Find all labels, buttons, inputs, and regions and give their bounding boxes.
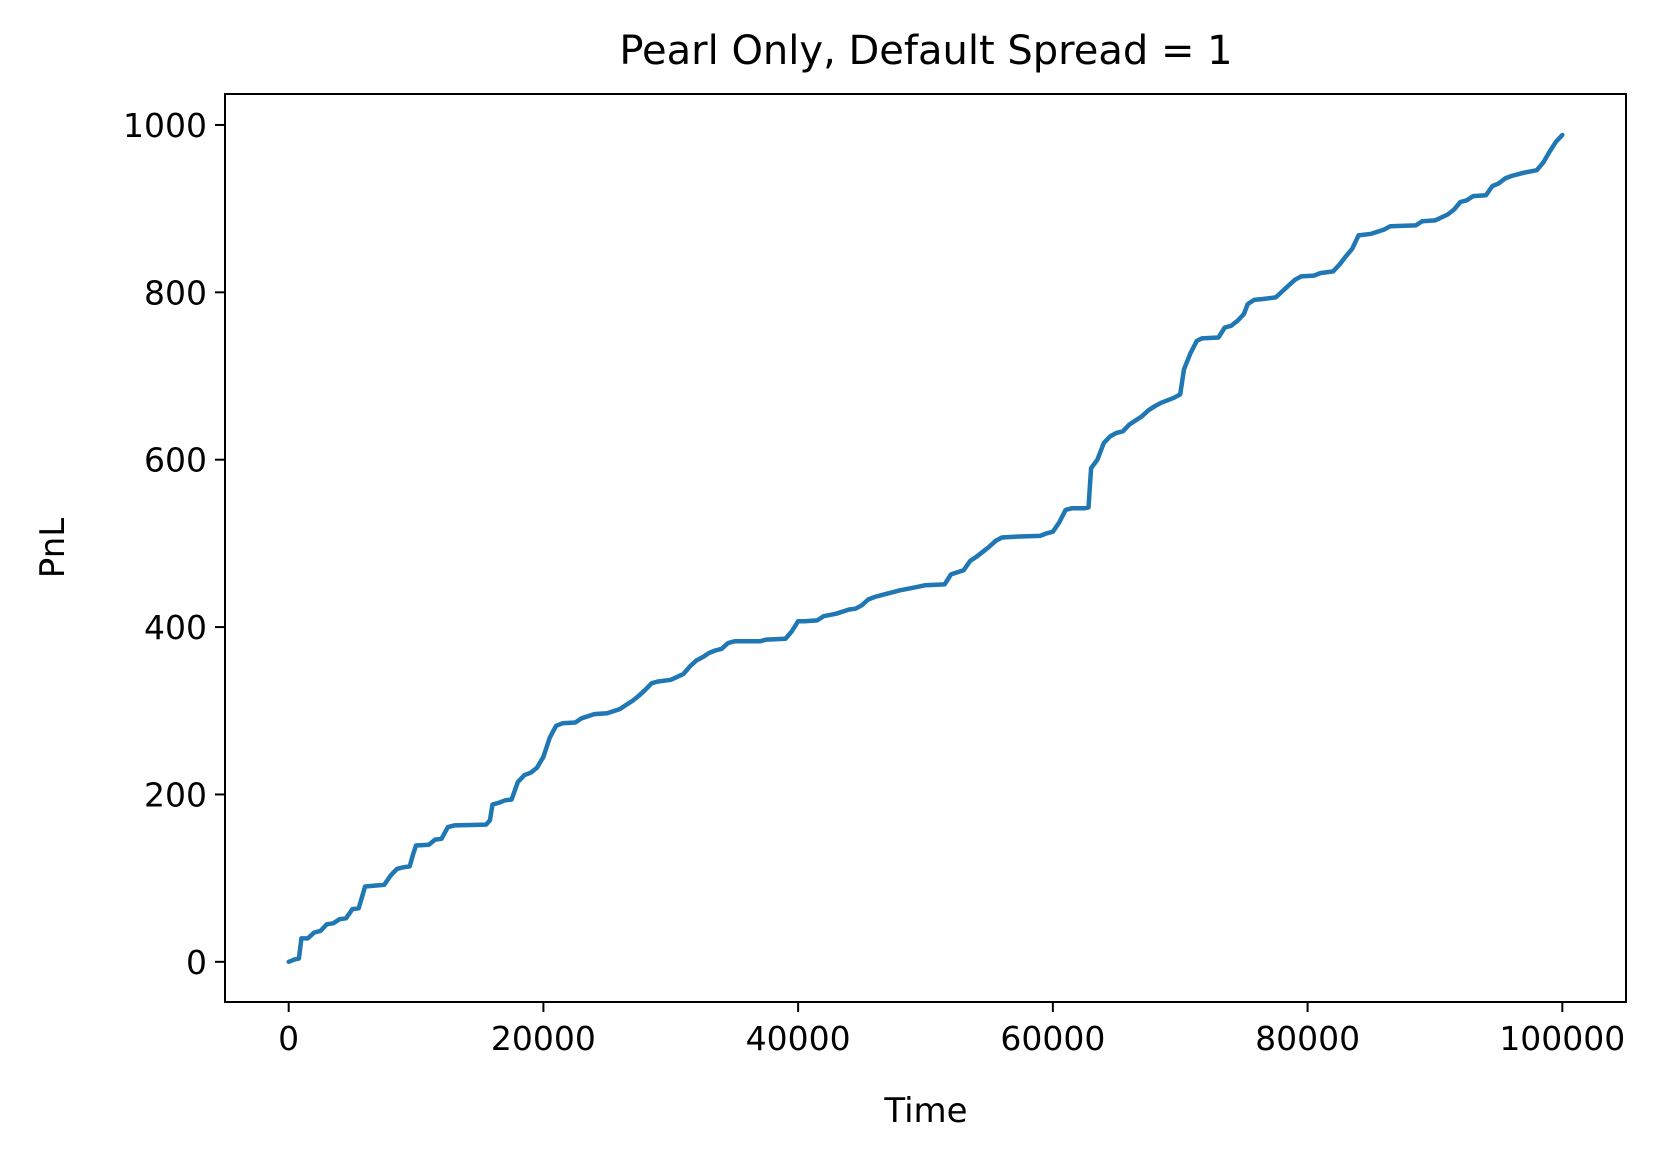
x-tick-label: 60000	[1000, 1019, 1105, 1058]
x-axis: 0 20000 40000 60000 80000 100000	[278, 1002, 1625, 1058]
y-tick-label: 1000	[123, 106, 207, 145]
y-tick-label: 0	[186, 943, 207, 982]
y-tick-label: 400	[144, 608, 207, 647]
x-tick-label: 100000	[1499, 1019, 1625, 1058]
plot-area	[286, 132, 1565, 965]
y-tick-label: 800	[144, 273, 207, 312]
chart-title: Pearl Only, Default Spread = 1	[619, 28, 1232, 74]
x-tick-label: 40000	[746, 1019, 851, 1058]
series-line-0	[286, 132, 1565, 965]
x-tick-label: 20000	[491, 1019, 596, 1058]
y-axis-label: PnL	[33, 518, 73, 578]
x-tick-label: 80000	[1255, 1019, 1360, 1058]
y-tick-label: 600	[144, 441, 207, 480]
y-tick-label: 200	[144, 775, 207, 814]
y-axis: 0 200 400 600 800 1000	[123, 106, 225, 982]
x-axis-label: Time	[883, 1091, 967, 1131]
axes-frame	[224, 93, 1627, 1003]
x-tick-label: 0	[278, 1019, 299, 1058]
